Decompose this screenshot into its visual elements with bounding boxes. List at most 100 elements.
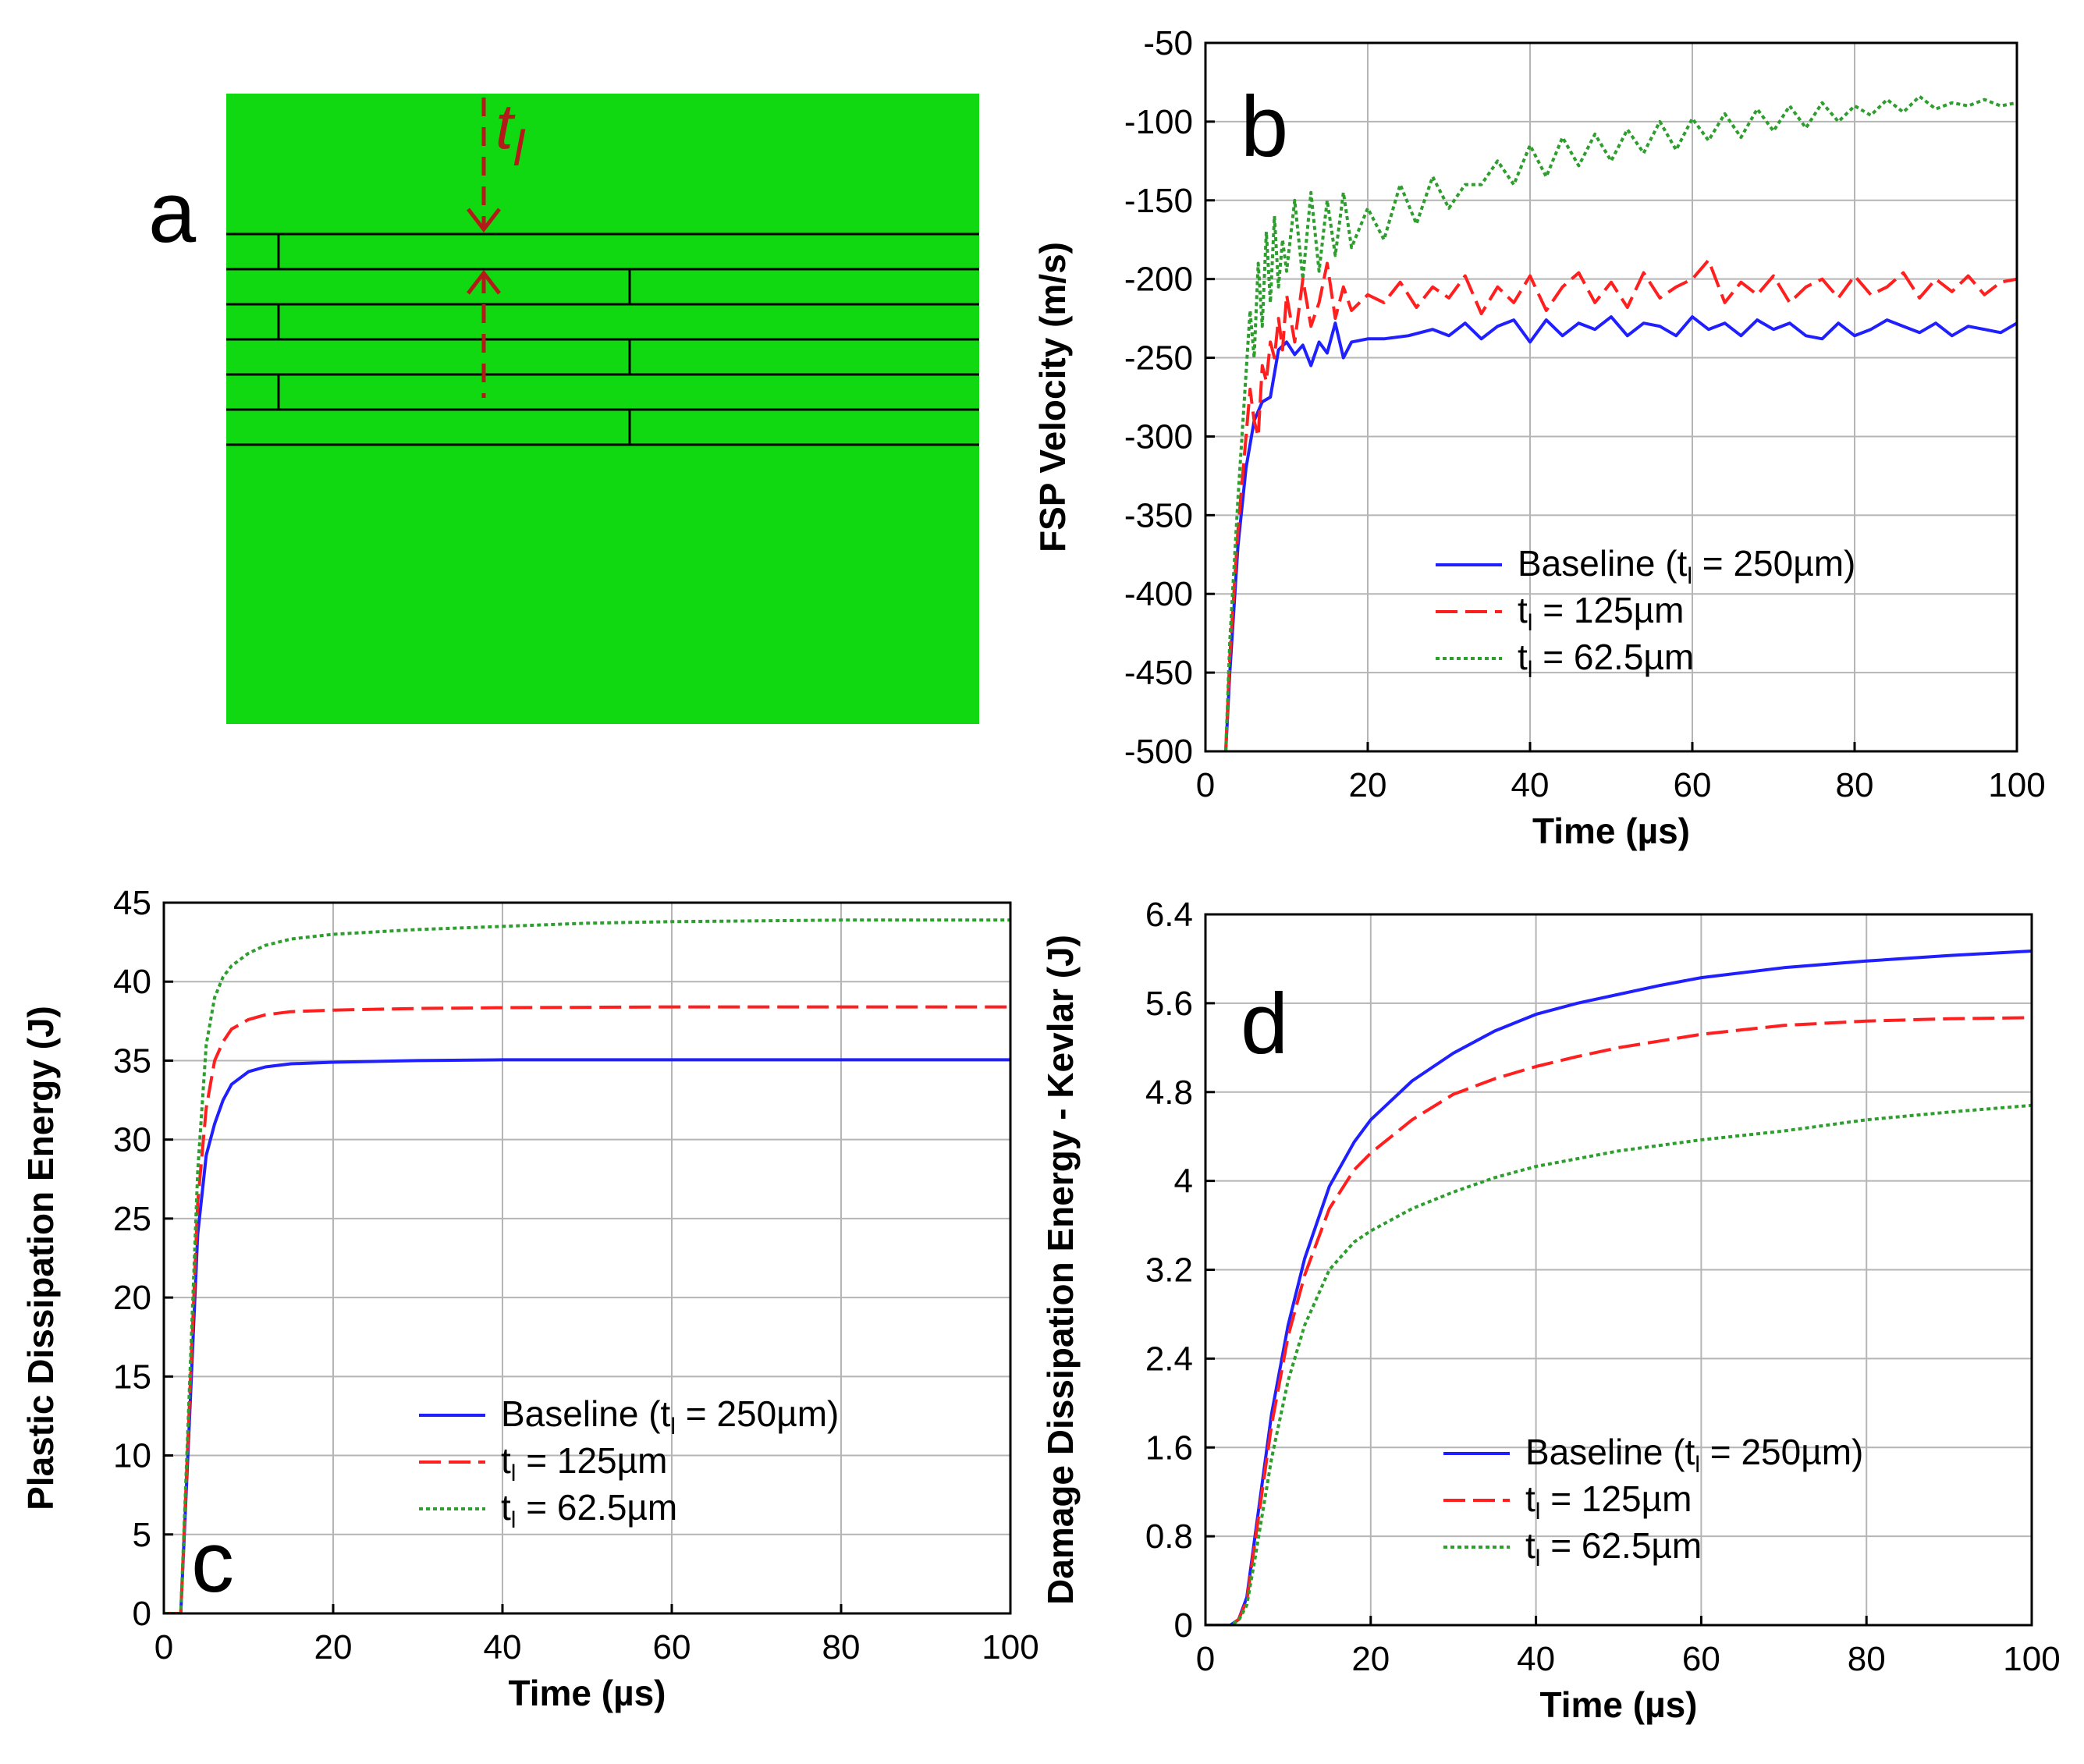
y-tick-label: 1.6 (1145, 1429, 1193, 1467)
y-tick-label: 6.4 (1145, 896, 1193, 934)
panel-c-plastic-energy-chart: 0 20 40 60 80 100 0 5 10 15 20 25 30 35 40 45 Time (µs) P… (20, 884, 1039, 1713)
x-tick-label: 100 (982, 1628, 1038, 1666)
x-axis-title: Time (µs) (508, 1673, 666, 1713)
legend-label-sub: l (1528, 610, 1533, 636)
x-tick-label: 80 (822, 1628, 861, 1666)
x-tick-label: 60 (1682, 1640, 1720, 1678)
x-axis-title: Time (µs) (1539, 1684, 1697, 1725)
legend-label-tail: = 250µm) (676, 1393, 839, 1434)
x-tick-label: 80 (1848, 1640, 1886, 1678)
legend-label-3: tl = 62.5µm (1518, 637, 1694, 683)
thickness-label-main: t (495, 91, 516, 162)
legend-label-sub: l (1528, 657, 1533, 683)
x-tick-label: 20 (314, 1628, 353, 1666)
legend-label-main: t (1518, 590, 1528, 630)
x-tick-label: 40 (1517, 1640, 1555, 1678)
y-tick-label: 40 (113, 963, 151, 1001)
y-tick-label: 15 (113, 1358, 151, 1396)
x-axis-title: Time (µs) (1532, 811, 1690, 851)
arrowhead-down (467, 208, 501, 233)
series-line-3 (1205, 1103, 2032, 1625)
x-tick-label: 60 (653, 1628, 691, 1666)
y-tick-label: -200 (1124, 261, 1193, 299)
legend-label-sub: l (1535, 1499, 1541, 1524)
legend-label-tail: = 250µm) (1700, 1432, 1863, 1472)
x-tick-label: 100 (1988, 766, 2045, 804)
series-group (164, 918, 1010, 1613)
legend-label-sub: l (670, 1414, 676, 1439)
legend-label-main: Baseline (t (1518, 543, 1688, 584)
legend-label-2: tl = 125µm (501, 1440, 667, 1486)
y-tick-label: 30 (113, 1121, 151, 1159)
y-tick-label: 0.8 (1145, 1517, 1193, 1556)
y-tick-label: 10 (113, 1437, 151, 1475)
legend-label-tail: = 62.5µm (1532, 637, 1694, 677)
panel-a-schematic: tl a (148, 91, 979, 724)
panel-d-damage-energy-chart: 0 20 40 60 80 100 0 0.8 1.6 2.4 3.2 4 4.8 5.6 6.4 Time … (1040, 896, 2061, 1725)
series-line-1 (164, 1058, 1010, 1613)
y-tick-label: -100 (1124, 103, 1193, 141)
series-line-2 (1205, 1016, 2032, 1625)
panel-b-velocity-chart: 0 20 40 60 80 100 -500 -450 -400 -350 -300 -250 -200… (1032, 24, 2046, 851)
y-tick-label: -350 (1124, 496, 1193, 534)
series-line-2 (1224, 258, 2017, 751)
legend-label-sub: l (1535, 1546, 1541, 1571)
y-axis-title: Damage Dissipation Energy - Kevlar (J) (1040, 935, 1081, 1605)
y-tick-label: -450 (1124, 654, 1193, 692)
x-tick-label: 60 (1674, 766, 1712, 804)
thickness-label: tl (495, 91, 526, 176)
series-line-3 (1224, 94, 2017, 751)
series-line-1 (1205, 949, 2032, 1625)
legend-label-2: tl = 125µm (1525, 1478, 1692, 1524)
x-tick-label: 0 (154, 1628, 173, 1666)
legend-label-tail: = 62.5µm (516, 1487, 677, 1528)
series-line-1 (1224, 315, 2017, 751)
panel-letter-d: d (1241, 976, 1288, 1072)
legend-label-tail: = 62.5µm (1540, 1525, 1702, 1566)
arrowhead-up (467, 269, 501, 295)
panel-letter-b: b (1241, 79, 1288, 175)
legend-label-tail: = 125µm (516, 1440, 667, 1481)
plot-frame (162, 901, 1012, 1615)
legend-label-tail: = 125µm (1532, 590, 1684, 630)
y-tick-label: 4.8 (1145, 1074, 1193, 1112)
y-tick-label: 25 (113, 1200, 151, 1238)
y-tick-label: 2.4 (1145, 1340, 1193, 1378)
y-axis-title: Plastic Dissipation Energy (J) (20, 1006, 61, 1510)
panel-letter-c: c (191, 1514, 234, 1610)
y-tick-label: -150 (1124, 182, 1193, 220)
y-tick-label: 5 (133, 1516, 151, 1554)
legend-label-sub: l (1695, 1452, 1700, 1478)
y-tick-label: -400 (1124, 575, 1193, 613)
y-axis-title: FSP Velocity (m/s) (1032, 242, 1073, 552)
x-tick-label: 40 (484, 1628, 522, 1666)
legend-label-2: tl = 125µm (1518, 590, 1684, 636)
x-tick-label: 20 (1349, 766, 1387, 804)
series-group (1224, 94, 2017, 751)
x-tick-label: 20 (1351, 1640, 1390, 1678)
y-tick-label: 35 (113, 1042, 151, 1080)
x-tick-label: 0 (1196, 766, 1215, 804)
x-tick-label: 0 (1196, 1640, 1215, 1678)
laminate-layer-lines (226, 232, 979, 446)
legend-label-1: Baseline (tl = 250µm) (1518, 543, 1855, 589)
y-tick-label: 5.6 (1145, 985, 1193, 1023)
legend-label-main: Baseline (t (1525, 1432, 1695, 1472)
legend-label-3: tl = 62.5µm (501, 1487, 677, 1533)
legend-label-main: t (501, 1487, 511, 1528)
legend-label-tail: = 125µm (1540, 1478, 1692, 1519)
y-tick-label: 0 (1174, 1606, 1193, 1645)
x-tick-label: 40 (1511, 766, 1550, 804)
legend-label-3: tl = 62.5µm (1525, 1525, 1702, 1571)
legend-label-main: t (1518, 637, 1528, 677)
legend-label-1: Baseline (tl = 250µm) (501, 1393, 839, 1439)
thickness-label-sub: l (513, 120, 526, 176)
panel-letter-a: a (148, 165, 197, 261)
y-tick-label: -50 (1143, 24, 1193, 62)
series-line-3 (164, 918, 1010, 1613)
legend-label-tail: = 250µm) (1692, 543, 1855, 584)
